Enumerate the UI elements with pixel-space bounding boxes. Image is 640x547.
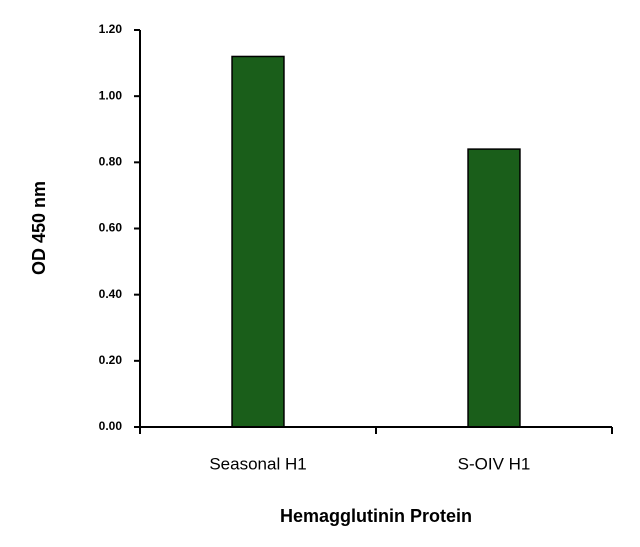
bar (231, 55, 285, 428)
y-tick-label: 0.60 (99, 221, 123, 235)
y-tick-label: 1.20 (99, 22, 123, 36)
y-tick-label: 0.80 (99, 155, 123, 169)
y-tick-label: 1.00 (99, 88, 123, 102)
bar (467, 148, 521, 428)
y-tick-label: 0.00 (99, 419, 123, 433)
x-tick-label: Seasonal H1 (209, 454, 306, 473)
y-axis-title: OD 450 nm (29, 181, 49, 275)
y-tick-label: 0.20 (99, 353, 123, 367)
x-tick-label: S-OIV H1 (458, 454, 531, 473)
y-tick-label: 0.40 (99, 287, 123, 301)
x-axis-title: Hemagglutinin Protein (280, 506, 472, 526)
